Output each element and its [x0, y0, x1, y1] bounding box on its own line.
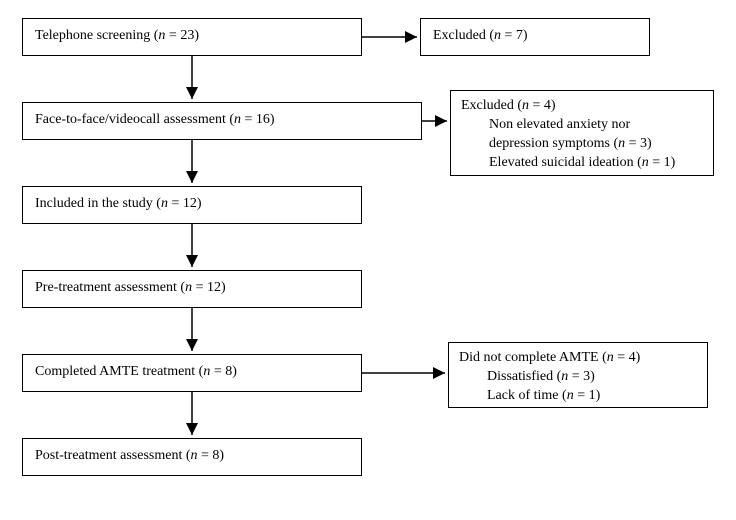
node-excluded1-text: Excluded (n = 7) — [433, 28, 528, 43]
node-excluded1: Excluded (n = 7) — [420, 18, 650, 56]
node-didnot-line3: Lack of time (n = 1) — [459, 387, 697, 406]
node-posttreat-text: Post-treatment assessment (n = 8) — [35, 448, 224, 463]
node-completed-text: Completed AMTE treatment (n = 8) — [35, 364, 237, 379]
node-completed: Completed AMTE treatment (n = 8) — [22, 354, 362, 392]
node-didnot: Did not complete AMTE (n = 4) Dissatisfi… — [448, 342, 708, 408]
node-excluded2-line1: Excluded (n = 4) — [461, 98, 556, 113]
node-included: Included in the study (n = 12) — [22, 186, 362, 224]
node-included-text: Included in the study (n = 12) — [35, 196, 202, 211]
node-excluded2-line3: depression symptoms (n = 3) — [461, 135, 703, 154]
node-excluded2-line2: Non elevated anxiety nor — [461, 116, 703, 135]
node-excluded2-line4: Elevated suicidal ideation (n = 1) — [461, 154, 703, 173]
node-pretreat: Pre-treatment assessment (n = 12) — [22, 270, 362, 308]
node-didnot-line2: Dissatisfied (n = 3) — [459, 368, 697, 387]
node-telephone-text: Telephone screening (n = 23) — [35, 28, 199, 43]
node-telephone: Telephone screening (n = 23) — [22, 18, 362, 56]
node-assessment-text: Face-to-face/videocall assessment (n = 1… — [35, 112, 275, 127]
node-posttreat: Post-treatment assessment (n = 8) — [22, 438, 362, 476]
node-didnot-line1: Did not complete AMTE (n = 4) — [459, 350, 640, 365]
node-pretreat-text: Pre-treatment assessment (n = 12) — [35, 280, 226, 295]
node-assessment: Face-to-face/videocall assessment (n = 1… — [22, 102, 422, 140]
node-excluded2: Excluded (n = 4) Non elevated anxiety no… — [450, 90, 714, 176]
